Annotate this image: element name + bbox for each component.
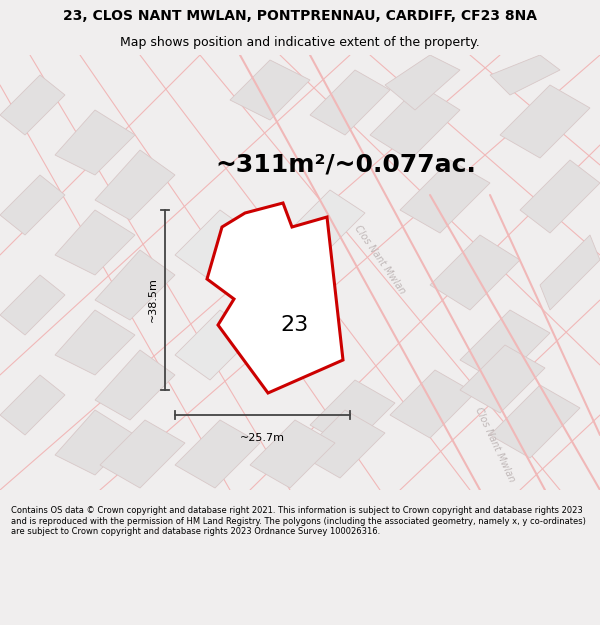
Polygon shape: [95, 350, 175, 420]
Text: ~38.5m: ~38.5m: [148, 278, 158, 322]
Polygon shape: [490, 385, 580, 458]
Text: 23, CLOS NANT MWLAN, PONTPRENNAU, CARDIFF, CF23 8NA: 23, CLOS NANT MWLAN, PONTPRENNAU, CARDIF…: [63, 9, 537, 24]
Polygon shape: [55, 210, 135, 275]
Polygon shape: [0, 75, 65, 135]
Text: ~311m²/~0.077ac.: ~311m²/~0.077ac.: [215, 153, 476, 177]
Polygon shape: [500, 85, 590, 158]
Polygon shape: [460, 310, 550, 383]
Polygon shape: [207, 203, 343, 393]
Polygon shape: [310, 70, 390, 135]
Polygon shape: [310, 380, 395, 448]
Polygon shape: [175, 310, 255, 380]
Polygon shape: [175, 420, 260, 488]
Polygon shape: [460, 345, 545, 413]
Polygon shape: [55, 110, 135, 175]
Polygon shape: [520, 160, 600, 233]
Polygon shape: [385, 55, 460, 110]
Polygon shape: [400, 160, 490, 233]
Text: Clos Nant Mwlan: Clos Nant Mwlan: [353, 224, 407, 296]
Polygon shape: [250, 420, 335, 488]
Polygon shape: [230, 60, 310, 120]
Text: ~25.7m: ~25.7m: [240, 433, 285, 443]
Polygon shape: [95, 250, 175, 320]
Polygon shape: [490, 55, 560, 95]
Polygon shape: [230, 260, 310, 330]
Polygon shape: [0, 175, 65, 235]
Polygon shape: [175, 210, 255, 280]
Polygon shape: [430, 235, 520, 310]
Polygon shape: [0, 275, 65, 335]
Polygon shape: [100, 420, 185, 488]
Polygon shape: [370, 85, 460, 160]
Polygon shape: [540, 235, 600, 310]
Polygon shape: [55, 310, 135, 375]
Polygon shape: [280, 190, 365, 263]
Text: Clos Nant Mwlan: Clos Nant Mwlan: [473, 406, 517, 484]
Text: Map shows position and indicative extent of the property.: Map shows position and indicative extent…: [120, 36, 480, 49]
Polygon shape: [390, 370, 475, 438]
Text: Contains OS data © Crown copyright and database right 2021. This information is : Contains OS data © Crown copyright and d…: [11, 506, 586, 536]
Text: 23: 23: [281, 315, 309, 335]
Polygon shape: [95, 150, 175, 220]
Polygon shape: [0, 375, 65, 435]
Polygon shape: [55, 410, 135, 475]
Polygon shape: [300, 410, 385, 478]
